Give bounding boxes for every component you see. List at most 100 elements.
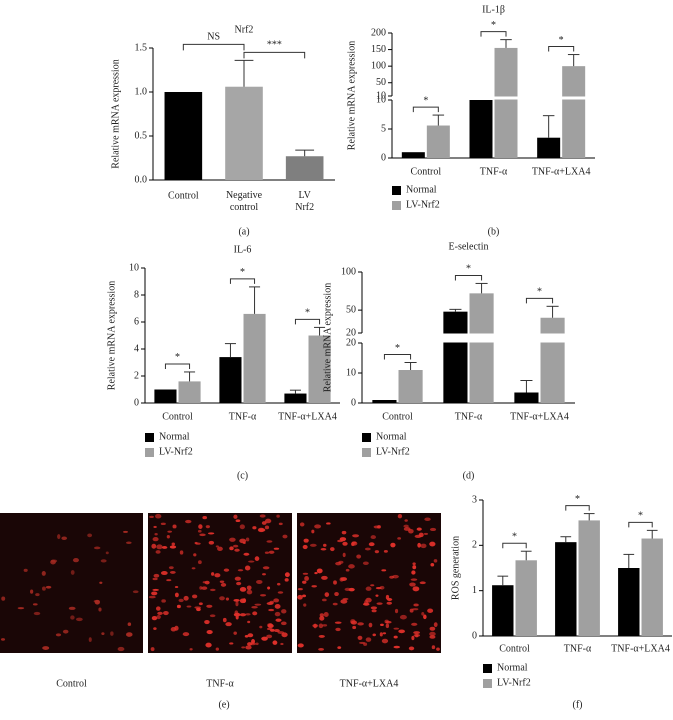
cell — [161, 599, 166, 603]
cell — [70, 570, 75, 575]
cell — [75, 617, 83, 622]
bar — [515, 560, 537, 636]
significance-bracket — [565, 505, 590, 511]
cell — [390, 542, 396, 548]
significance-label: * — [491, 20, 496, 31]
panel-label: (a) — [238, 226, 249, 237]
cell — [380, 623, 384, 627]
cell — [156, 544, 163, 550]
cell — [152, 577, 158, 581]
cell — [182, 632, 190, 637]
cell — [417, 542, 421, 548]
y-tick-label: 0.0 — [135, 174, 148, 185]
cell — [186, 605, 192, 608]
cell — [241, 646, 246, 649]
cell — [204, 580, 210, 585]
cell — [207, 532, 215, 535]
cell — [185, 519, 192, 524]
y-tick-label: 10 — [346, 367, 356, 378]
cell — [423, 532, 429, 535]
panel-label: (e) — [218, 699, 229, 710]
cell — [392, 574, 399, 579]
bar — [308, 335, 331, 403]
cell — [322, 624, 328, 627]
cell — [237, 569, 244, 572]
cell — [319, 615, 325, 621]
cell — [23, 568, 28, 572]
y-axis-label: Relative mRNA expression — [322, 283, 333, 392]
cell — [429, 626, 436, 631]
cell — [412, 586, 420, 592]
cell — [239, 524, 245, 530]
cell — [365, 597, 372, 603]
y-tick-label: 100 — [341, 266, 356, 277]
cell — [334, 621, 342, 624]
cell — [160, 522, 166, 526]
cell — [299, 522, 305, 527]
cell — [151, 616, 158, 621]
bar — [164, 92, 203, 180]
cell — [419, 581, 426, 585]
cell — [245, 645, 252, 650]
cell — [268, 608, 275, 612]
cell — [356, 554, 362, 559]
cell — [314, 524, 322, 529]
cell — [244, 565, 251, 571]
cell — [412, 608, 419, 611]
cell — [411, 635, 415, 641]
cell — [424, 517, 431, 522]
cell — [209, 614, 216, 618]
y-tick-label: 0 — [381, 152, 386, 163]
legend-label: Normal — [376, 431, 407, 442]
cell — [156, 615, 161, 620]
legend-swatch — [145, 448, 154, 457]
cell — [376, 602, 383, 605]
cell — [214, 573, 221, 578]
cell — [153, 525, 157, 529]
cell — [431, 645, 436, 650]
cell — [352, 625, 357, 630]
cell — [233, 598, 240, 602]
x-tick-label-line: LV — [298, 190, 311, 201]
cell — [61, 536, 68, 541]
chart-title: IL-1β — [482, 4, 505, 15]
cell — [332, 602, 338, 606]
panel-label: (c) — [237, 470, 248, 481]
y-axis-label: Relative mRNA expression — [110, 59, 121, 168]
cell — [321, 575, 328, 580]
cell — [198, 602, 203, 606]
cell — [247, 633, 254, 638]
cell — [174, 625, 179, 631]
cell — [370, 584, 375, 587]
y-tick-label: 50 — [346, 304, 356, 315]
cell — [274, 604, 281, 609]
cell — [234, 548, 240, 552]
cell — [233, 631, 237, 635]
cell — [179, 550, 184, 555]
cell — [88, 637, 92, 642]
x-tick-label: Control — [382, 411, 413, 422]
cell — [364, 547, 371, 551]
cell — [370, 535, 376, 540]
cell — [163, 611, 169, 616]
bar — [555, 542, 577, 636]
cell — [154, 533, 158, 536]
cell — [385, 594, 390, 600]
cell — [152, 537, 159, 542]
cell — [375, 586, 382, 590]
cell — [99, 581, 103, 584]
cell — [297, 594, 303, 600]
cell — [427, 608, 434, 613]
cell — [209, 588, 216, 592]
cell — [304, 576, 309, 581]
y-tick-label: 0 — [351, 397, 356, 408]
bar — [469, 293, 494, 403]
cell — [311, 585, 317, 588]
cell — [351, 541, 358, 546]
cell — [220, 582, 227, 587]
cell — [178, 598, 184, 603]
bar — [618, 568, 640, 636]
cell — [242, 541, 246, 544]
cell — [117, 646, 125, 652]
cell — [333, 580, 337, 585]
